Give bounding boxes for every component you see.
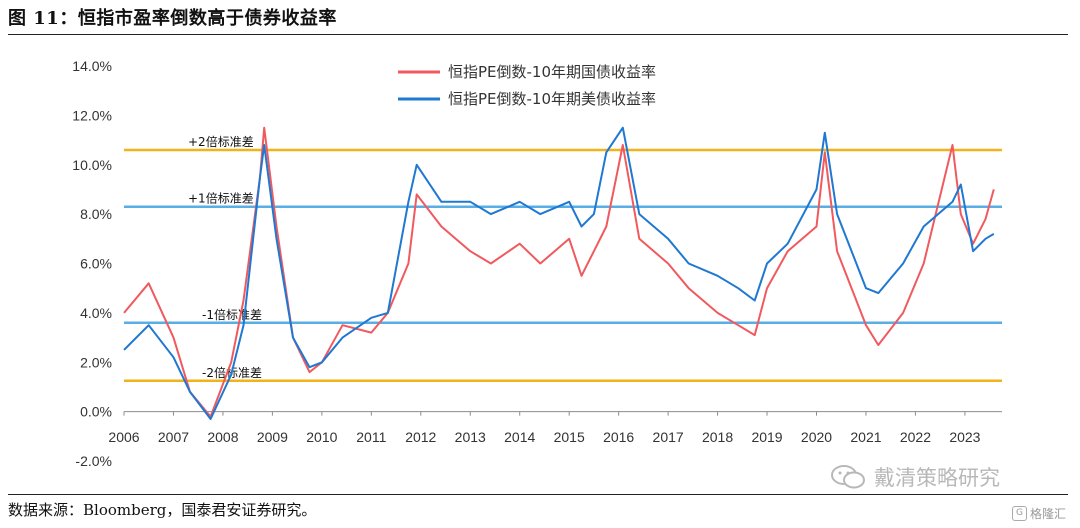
x-tick-label-4: 2010	[306, 429, 337, 445]
badge-text: 格隆汇	[1029, 507, 1066, 521]
y-tick-label-3: 8.0%	[80, 206, 112, 222]
y-tick-label-2: 10.0%	[72, 157, 112, 173]
band-label-0: +2倍标准差	[188, 134, 254, 149]
legend-label-0: 恒指PE倒数-10年期国债收益率	[448, 63, 656, 81]
x-tick-label-5: 2011	[356, 429, 386, 445]
series-line-1	[123, 126, 995, 420]
badge-icon: G	[1011, 506, 1027, 521]
source-note: 数据来源：Bloomberg，国泰君安证券研究。	[8, 501, 317, 519]
x-tick-label-17: 2023	[949, 429, 980, 445]
x-tick-label-7: 2013	[455, 429, 486, 445]
band-label-1: +1倍标准差	[188, 191, 254, 206]
x-tick-label-13: 2019	[751, 429, 782, 445]
wechat-icon	[831, 465, 865, 489]
y-tick-label-0: 14.0%	[72, 58, 112, 74]
chart: +2倍标准差+1倍标准差-1倍标准差-2倍标准差 14.0%12.0%10.0%…	[72, 58, 1002, 469]
x-tick-label-2: 2008	[207, 429, 238, 445]
x-tick-label-15: 2021	[850, 429, 881, 445]
y-tick-label-7: 0.0%	[80, 404, 112, 420]
figure-title: 图 11：恒指市盈率倒数高于债券收益率	[8, 8, 337, 29]
x-tick-label-9: 2015	[554, 429, 585, 445]
x-tick-label-11: 2017	[653, 429, 684, 445]
band-label-2: -1倍标准差	[202, 307, 262, 322]
x-tick-label-3: 2009	[257, 429, 288, 445]
title-divider	[8, 34, 1068, 35]
x-tick-label-0: 2006	[108, 429, 139, 445]
legend-label-1: 恒指PE倒数-10年期美债收益率	[448, 90, 656, 108]
y-tick-label-6: 2.0%	[80, 354, 112, 370]
x-tick-label-10: 2016	[603, 429, 634, 445]
watermark: 戴清策略研究	[830, 462, 1000, 492]
x-tick-label-6: 2012	[405, 429, 436, 445]
y-tick-label-1: 12.0%	[72, 107, 112, 123]
y-tick-label-8: -2.0%	[75, 453, 112, 469]
x-tick-label-8: 2014	[504, 429, 535, 445]
y-tick-label-5: 4.0%	[80, 305, 112, 321]
watermark-text: 戴清策略研究	[874, 466, 1000, 490]
series-line-0	[123, 126, 995, 418]
source-badge: G 格隆汇	[1011, 505, 1066, 522]
x-tick-label-16: 2022	[900, 429, 931, 445]
x-tick-label-1: 2007	[158, 429, 189, 445]
x-tick-label-14: 2020	[801, 429, 832, 445]
y-tick-label-4: 6.0%	[80, 256, 112, 272]
source-divider	[8, 494, 1068, 495]
x-tick-label-12: 2018	[702, 429, 733, 445]
